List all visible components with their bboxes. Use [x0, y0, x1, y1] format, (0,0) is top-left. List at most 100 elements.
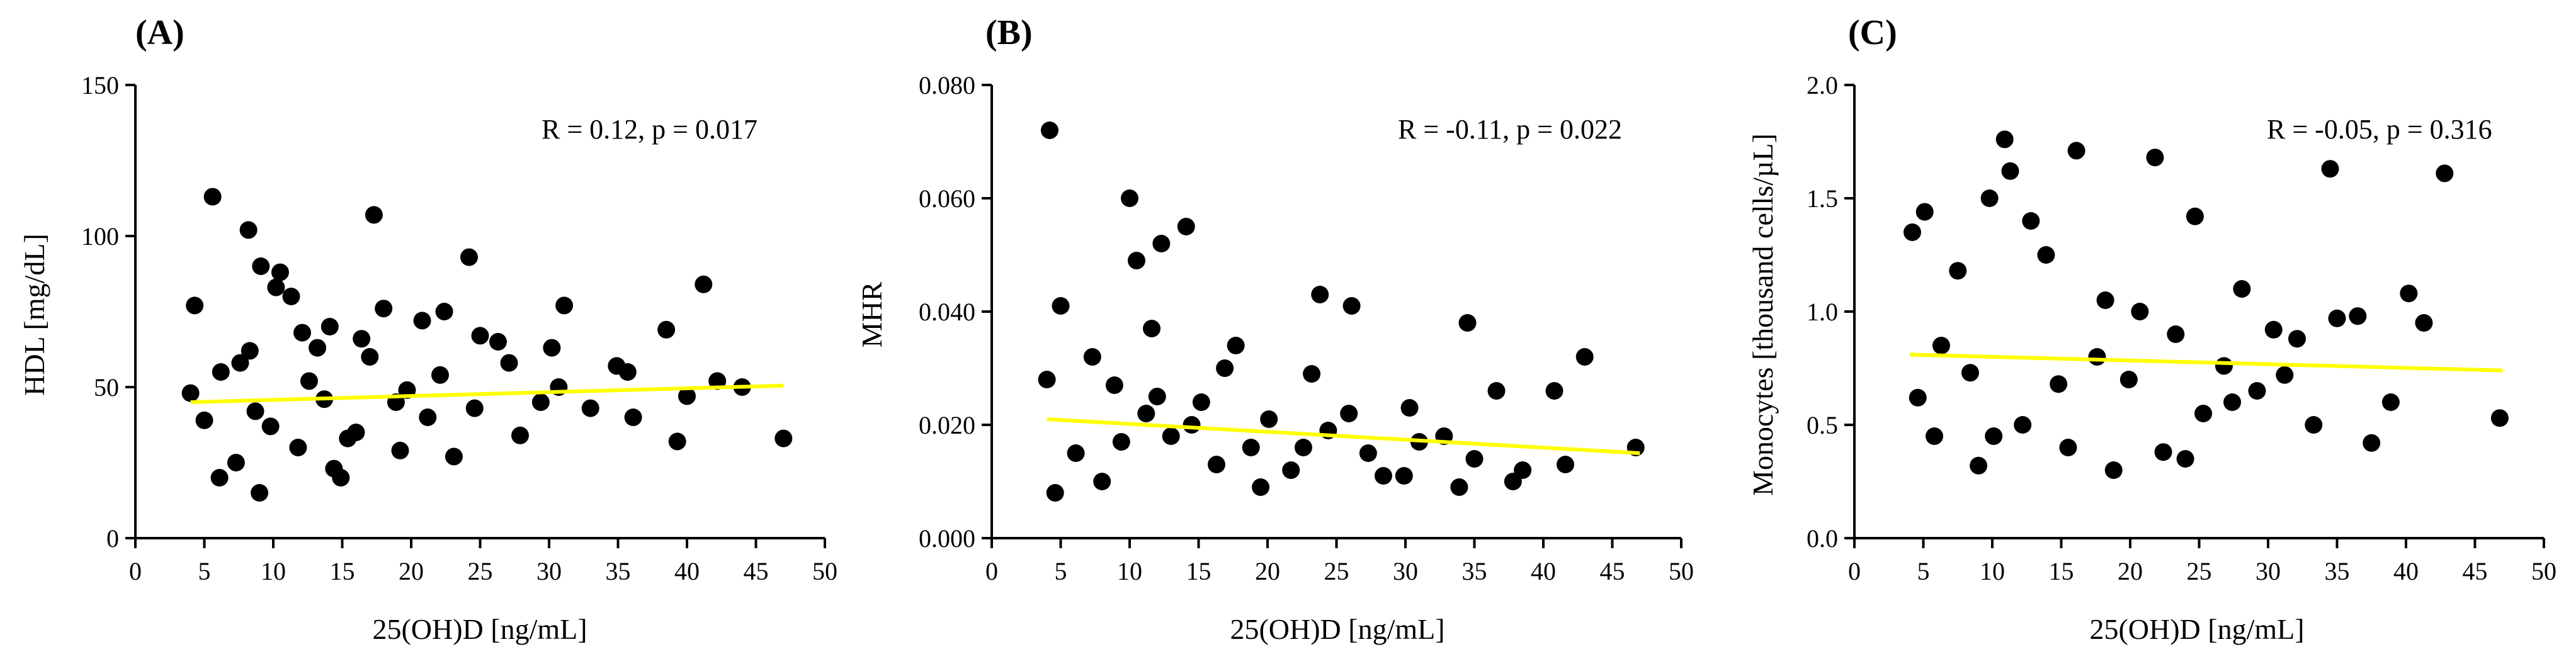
data-point	[1121, 189, 1138, 207]
data-point	[1359, 444, 1377, 462]
data-point	[339, 429, 357, 448]
data-point	[2067, 142, 2085, 160]
data-point	[1112, 433, 1130, 451]
x-tick-label: 15	[1186, 557, 1211, 585]
x-tick-label: 10	[261, 557, 286, 585]
data-point	[413, 312, 431, 330]
y-tick-label: 2.0	[1807, 71, 1838, 99]
y-tick-label: 0	[106, 524, 119, 553]
y-tick-label: 0.5	[1807, 411, 1838, 439]
x-tick-label: 20	[1255, 557, 1280, 585]
data-point	[1557, 456, 1575, 473]
y-tick-label: 100	[81, 222, 119, 251]
data-point	[1909, 388, 1927, 407]
data-point	[1465, 450, 1484, 468]
y-tick-label: 0.0	[1807, 524, 1838, 553]
data-point	[227, 454, 245, 471]
data-point	[181, 384, 200, 402]
data-point	[1093, 473, 1111, 490]
data-point	[2059, 439, 2077, 456]
data-point	[1504, 473, 1522, 490]
data-point	[1458, 314, 1477, 332]
data-point	[2490, 409, 2509, 427]
data-point	[1216, 359, 1234, 377]
data-point	[391, 441, 409, 459]
data-point	[2415, 314, 2433, 332]
data-point	[321, 318, 339, 335]
panel-c-stat: R = -0.05, p = 0.316	[2267, 114, 2492, 145]
data-point	[775, 429, 793, 448]
panel-c-marks	[1903, 130, 2509, 479]
data-point	[2050, 375, 2068, 393]
data-point	[1545, 382, 1563, 400]
data-point	[1177, 218, 1195, 235]
y-tick-label: 150	[81, 71, 119, 99]
data-point	[1083, 348, 1101, 366]
data-point	[2288, 330, 2306, 348]
x-tick-label: 30	[536, 557, 562, 585]
data-point	[2001, 162, 2019, 180]
y-tick-label: 50	[94, 373, 119, 402]
data-point	[1450, 478, 1468, 496]
x-tick-label: 20	[2118, 557, 2143, 585]
data-point	[1575, 348, 1594, 366]
data-point	[1143, 320, 1161, 337]
data-point	[1152, 235, 1171, 252]
panel-a: (A) R = 0.12, p = 0.017 25(OH)D [ng/mL] …	[18, 13, 837, 645]
data-point	[1052, 297, 1070, 315]
data-point	[2022, 212, 2040, 230]
data-point	[1260, 410, 1278, 428]
data-point	[293, 324, 311, 342]
panel-a-stat: R = 0.12, p = 0.017	[542, 114, 757, 145]
panel-c: (C) R = -0.05, p = 0.316 25(OH)D [ng/mL]…	[1747, 13, 2556, 645]
data-point	[1342, 297, 1361, 315]
data-point	[2146, 149, 2164, 167]
data-point	[1046, 484, 1064, 502]
data-point	[1932, 337, 1950, 354]
data-point	[212, 363, 230, 381]
data-point	[267, 278, 285, 296]
data-point	[1926, 427, 1944, 445]
data-point	[361, 348, 379, 366]
panel-b-trendline	[1047, 417, 1640, 455]
data-point	[1192, 393, 1210, 411]
data-point	[2119, 371, 2138, 388]
data-point	[2194, 405, 2213, 422]
y-tick-label: 0.060	[919, 184, 975, 213]
data-point	[246, 402, 264, 420]
y-tick-label: 1.5	[1807, 184, 1838, 213]
data-point	[2104, 461, 2123, 479]
data-point	[608, 357, 626, 375]
data-point	[251, 484, 269, 502]
data-point	[353, 330, 371, 348]
panel-c-x-title: 25(OH)D [ng/mL]	[2089, 613, 2304, 645]
panel-a-label: (A)	[135, 13, 184, 52]
panel-b-x-title: 25(OH)D [ng/mL]	[1230, 613, 1444, 645]
x-tick-label: 35	[1462, 557, 1487, 585]
data-point	[1980, 189, 1999, 207]
data-point	[2328, 309, 2346, 327]
data-point	[300, 372, 318, 390]
x-tick-label: 45	[744, 557, 769, 585]
x-tick-label: 20	[399, 557, 424, 585]
data-point	[531, 393, 550, 411]
data-point	[1282, 461, 1300, 479]
x-tick-label: 5	[1055, 557, 1067, 585]
data-point	[2176, 450, 2194, 468]
data-point	[1487, 382, 1506, 400]
panel-b-stat: R = -0.11, p = 0.022	[1398, 114, 1622, 145]
panel-a-ticks: 0 5 10 15 20 25 30 35 40 45 50 0 50 100 150	[81, 71, 837, 585]
data-point	[1294, 439, 1312, 456]
x-tick-label: 35	[2325, 557, 2350, 585]
data-point	[261, 417, 280, 436]
data-point	[195, 411, 213, 429]
panel-c-trendline	[1909, 352, 2503, 373]
data-point	[555, 296, 574, 315]
data-point	[445, 448, 463, 466]
data-point	[431, 366, 449, 384]
data-point	[252, 257, 270, 275]
panel-a-y-title: HDL [mg/dL]	[18, 234, 50, 396]
x-tick-label: 15	[330, 557, 355, 585]
data-point	[2276, 366, 2294, 384]
x-tick-label: 5	[198, 557, 211, 585]
